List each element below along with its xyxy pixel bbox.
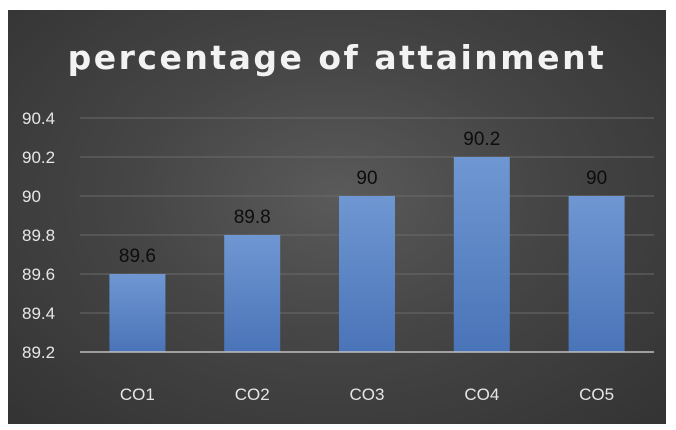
data-label-co3: 90: [356, 168, 377, 189]
x-tick-label: CO5: [579, 385, 614, 404]
bar-co4: [453, 157, 510, 352]
x-tick-label: CO3: [350, 385, 385, 404]
y-tick-label: 89.4: [22, 304, 55, 323]
data-label-co1: 89.6: [119, 246, 156, 267]
x-tick-label: CO4: [464, 385, 499, 404]
y-tick-label: 89.6: [22, 265, 55, 284]
y-tick-label: 90: [22, 187, 41, 206]
data-labels: 89.6 89.8 90 90.2 90: [119, 129, 607, 267]
x-tick-label: CO2: [235, 385, 270, 404]
data-label-co2: 89.8: [234, 207, 271, 228]
plot-area: 89.2 89.4 89.6 89.8 90 90.2 90.4 89.6 89.8 90 90.…: [22, 109, 654, 404]
data-label-co4: 90.2: [463, 129, 500, 150]
bars: [109, 157, 625, 352]
x-tick-label: CO1: [120, 385, 155, 404]
data-label-co5: 90: [586, 168, 607, 189]
x-axis-ticks: CO1 CO2 CO3 CO4 CO5: [120, 385, 614, 404]
y-axis-ticks: 89.2 89.4 89.6 89.8 90 90.2 90.4: [22, 109, 55, 362]
bar-co5: [568, 196, 625, 352]
bar-co2: [224, 235, 281, 352]
y-tick-label: 89.2: [22, 343, 55, 362]
y-tick-label: 90.2: [22, 148, 55, 167]
bar-co1: [109, 274, 166, 352]
chart-title: percentage of attainment: [67, 38, 607, 77]
bar-co3: [339, 196, 395, 352]
y-tick-label: 90.4: [22, 109, 55, 128]
y-tick-label: 89.8: [22, 226, 55, 245]
chart-area: percentage of attainment 89.2 89.4 89.6 89.…: [8, 10, 666, 424]
